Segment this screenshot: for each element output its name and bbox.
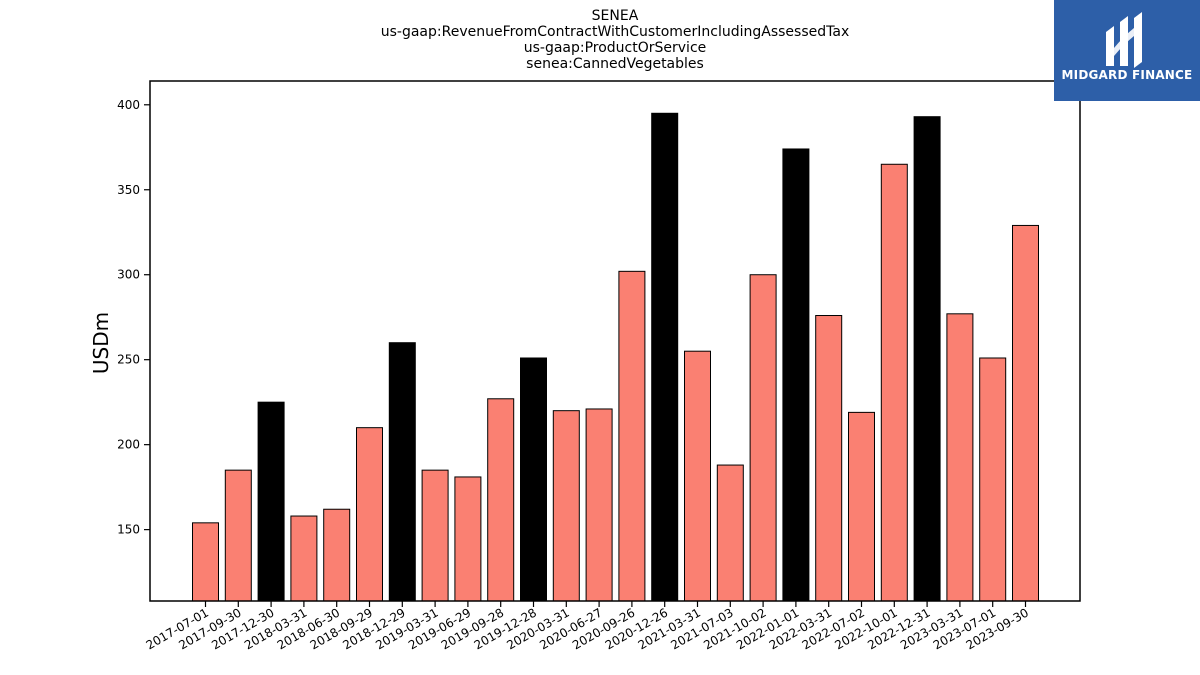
bar [1012,224,1039,602]
bar [388,342,416,602]
bar [913,116,941,602]
bar [716,464,744,602]
bar [454,476,482,602]
plot-frame [149,80,1081,602]
bar [356,427,383,602]
y-tick-label: 250 [117,353,140,367]
bar [487,398,515,602]
bar [290,515,318,602]
y-axis-label: USDm [89,312,113,374]
midgard-logo-icon [1106,12,1142,68]
bar [323,508,351,602]
bar [782,148,810,602]
y-axis: 150 200 250 300 350 400 [117,98,150,537]
bar [815,315,843,602]
bar [585,408,613,602]
bar [192,522,219,602]
chart-title-line: SENEA [592,8,639,24]
chart-title-line: us-gaap:RevenueFromContractWithCustomerI… [381,24,850,40]
bar [257,401,285,602]
bars [192,112,1039,602]
bar [618,270,646,602]
bar [749,274,777,602]
midgard-logo: MIDGARD FINANCE [1054,0,1200,101]
chart-title-line: senea:CannedVegetables [526,56,704,72]
y-tick-label: 150 [117,523,140,537]
bar [684,350,711,602]
bar [520,357,547,602]
bar [421,469,449,602]
bar [946,313,974,602]
bar [848,411,875,602]
y-tick-label: 350 [117,183,140,197]
midgard-logo-text: MIDGARD FINANCE [1061,68,1193,82]
chart-title: SENEAus-gaap:RevenueFromContractWithCust… [381,8,850,72]
y-tick-label: 400 [117,98,140,112]
y-tick-label: 300 [117,268,140,282]
bar [979,357,1007,602]
bar [552,410,580,602]
bar [224,469,252,602]
x-axis: 2017-07-012017-09-302017-12-302018-03-31… [144,601,1031,652]
bar [651,112,679,602]
y-tick-label: 200 [117,438,140,452]
chart-title-line: us-gaap:ProductOrService [524,40,707,56]
bar [880,163,908,602]
